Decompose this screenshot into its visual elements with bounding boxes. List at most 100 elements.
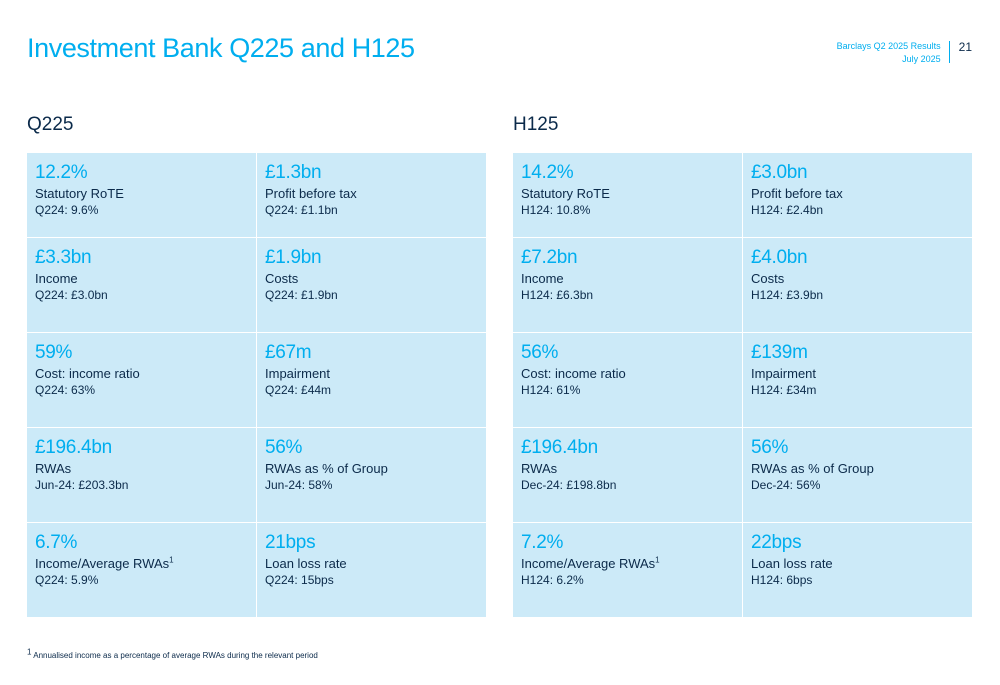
metric-comparison: H124: 61%: [521, 383, 581, 397]
metric-comparison: Q224: 9.6%: [35, 203, 99, 217]
metric-label: RWAs: [35, 460, 248, 477]
metric-label-text: Costs: [751, 271, 785, 286]
metric-value: £3.3bn: [35, 247, 92, 268]
metric-label: Impairment: [265, 365, 478, 382]
metric-comparison: Q224: 63%: [35, 383, 96, 397]
metric-label-text: Cost: income ratio: [521, 366, 626, 381]
footnote-text: Annualised income as a percentage of ave…: [33, 651, 318, 660]
q225-heading: Q225: [27, 114, 74, 135]
metric-label-text: Income/Average RWAs: [35, 556, 170, 571]
metric-value: £3.0bn: [751, 162, 808, 183]
metric-tile: £196.4bn RWAs Jun-24: £203.3bn: [27, 428, 256, 522]
metric-tile: £7.2bn Income H124: £6.3bn: [513, 238, 742, 332]
metric-label-text: Statutory RoTE: [521, 186, 610, 201]
h125-metrics-grid: 14.2% Statutory RoTE H124: 10.8% £3.0bn Prof…: [513, 153, 972, 617]
metric-label: RWAs: [521, 460, 734, 477]
metric-tile: £4.0bn Costs H124: £3.9bn: [743, 238, 972, 332]
report-name: Barclays Q2 2025 Results: [836, 41, 941, 51]
metric-tile: £1.9bn Costs Q224: £1.9bn: [257, 238, 486, 332]
footnote: 1 Annualised income as a percentage of a…: [27, 648, 318, 660]
metric-label-text: RWAs as % of Group: [751, 461, 874, 476]
metric-tile: £3.3bn Income Q224: £3.0bn: [27, 238, 256, 332]
metric-comparison: Q224: £1.1bn: [265, 203, 338, 217]
metric-label-text: Loan loss rate: [751, 556, 833, 571]
metric-label-text: Costs: [265, 271, 299, 286]
header-divider: [948, 41, 950, 63]
metric-value: 56%: [521, 342, 559, 363]
metric-value: 21bps: [265, 532, 316, 553]
footnote-reference: 1: [169, 555, 174, 565]
metric-comparison: Q224: £44m: [265, 383, 332, 397]
metric-label: Cost: income ratio: [35, 365, 248, 382]
metric-label: Income: [521, 270, 734, 287]
metric-label-text: Statutory RoTE: [35, 186, 124, 201]
metric-comparison: Jun-24: 58%: [265, 478, 333, 492]
metric-value: £196.4bn: [521, 437, 598, 458]
metric-tile: £139m Impairment H124: £34m: [743, 333, 972, 427]
metric-label-text: Cost: income ratio: [35, 366, 140, 381]
q225-metrics-grid: 12.2% Statutory RoTE Q224: 9.6% £1.3bn Profi…: [27, 153, 486, 617]
metric-comparison: H124: 6.2%: [521, 573, 584, 587]
metric-label: Cost: income ratio: [521, 365, 734, 382]
footnote-reference: 1: [655, 555, 660, 565]
metric-value: 14.2%: [521, 162, 574, 183]
metric-comparison: Q224: £3.0bn: [35, 288, 108, 302]
metric-comparison: Dec-24: £198.8bn: [521, 478, 617, 492]
metric-label: Statutory RoTE: [521, 185, 734, 202]
metric-label-text: Profit before tax: [751, 186, 843, 201]
h125-heading: H125: [513, 114, 559, 135]
metric-comparison: H124: £6.3bn: [521, 288, 594, 302]
metric-value: 7.2%: [521, 532, 564, 553]
metric-comparison: H124: £3.9bn: [751, 288, 824, 302]
metric-label-text: Income: [35, 271, 78, 286]
metric-label-text: Income: [521, 271, 564, 286]
metric-label: Profit before tax: [265, 185, 478, 202]
metric-value: 22bps: [751, 532, 802, 553]
metric-label: Income/Average RWAs1: [35, 555, 248, 572]
metric-tile: 22bps Loan loss rate H124: 6bps: [743, 523, 972, 617]
metric-label-text: Income/Average RWAs: [521, 556, 656, 571]
metric-value: £67m: [265, 342, 312, 363]
metric-label: Profit before tax: [751, 185, 964, 202]
metric-label-text: RWAs: [35, 461, 72, 476]
metric-value: 56%: [751, 437, 789, 458]
metric-label: RWAs as % of Group: [265, 460, 478, 477]
metric-value: 12.2%: [35, 162, 88, 183]
metric-label: Impairment: [751, 365, 964, 382]
metric-comparison: Q224: 5.9%: [35, 573, 99, 587]
metric-value: £196.4bn: [35, 437, 112, 458]
metric-comparison: H124: £2.4bn: [751, 203, 824, 217]
metric-value: 56%: [265, 437, 303, 458]
metric-tile: 56% RWAs as % of Group Jun-24: 58%: [257, 428, 486, 522]
metric-value: 59%: [35, 342, 73, 363]
metric-tile: £3.0bn Profit before tax H124: £2.4bn: [743, 153, 972, 237]
metric-tile: 21bps Loan loss rate Q224: 15bps: [257, 523, 486, 617]
metric-comparison: Q224: £1.9bn: [265, 288, 338, 302]
metric-label-text: RWAs: [521, 461, 558, 476]
metric-value: 6.7%: [35, 532, 78, 553]
metric-comparison: Dec-24: 56%: [751, 478, 821, 492]
report-date: July 2025: [902, 54, 941, 64]
metric-comparison: Q224: 15bps: [265, 573, 334, 587]
metric-label: Costs: [751, 270, 964, 287]
metric-label-text: Profit before tax: [265, 186, 357, 201]
metric-tile: £67m Impairment Q224: £44m: [257, 333, 486, 427]
metric-label-text: RWAs as % of Group: [265, 461, 388, 476]
metric-label: Costs: [265, 270, 478, 287]
metric-tile: 6.7% Income/Average RWAs1 Q224: 5.9%: [27, 523, 256, 617]
metric-value: £1.9bn: [265, 247, 322, 268]
metric-comparison: Jun-24: £203.3bn: [35, 478, 129, 492]
metric-value: £1.3bn: [265, 162, 322, 183]
header-meta-block: Barclays Q2 2025 Results July 2025 21: [837, 40, 972, 66]
metric-label-text: Impairment: [751, 366, 817, 381]
metric-label: Income/Average RWAs1: [521, 555, 734, 572]
metric-comparison: H124: 6bps: [751, 573, 813, 587]
metric-label: RWAs as % of Group: [751, 460, 964, 477]
metric-tile: 7.2% Income/Average RWAs1 H124: 6.2%: [513, 523, 742, 617]
footnote-marker: 1: [27, 647, 32, 657]
metric-label: Loan loss rate: [751, 555, 964, 572]
metric-label-text: Loan loss rate: [265, 556, 347, 571]
metric-tile: 14.2% Statutory RoTE H124: 10.8%: [513, 153, 742, 237]
metric-comparison: H124: £34m: [751, 383, 817, 397]
metric-value: £4.0bn: [751, 247, 808, 268]
